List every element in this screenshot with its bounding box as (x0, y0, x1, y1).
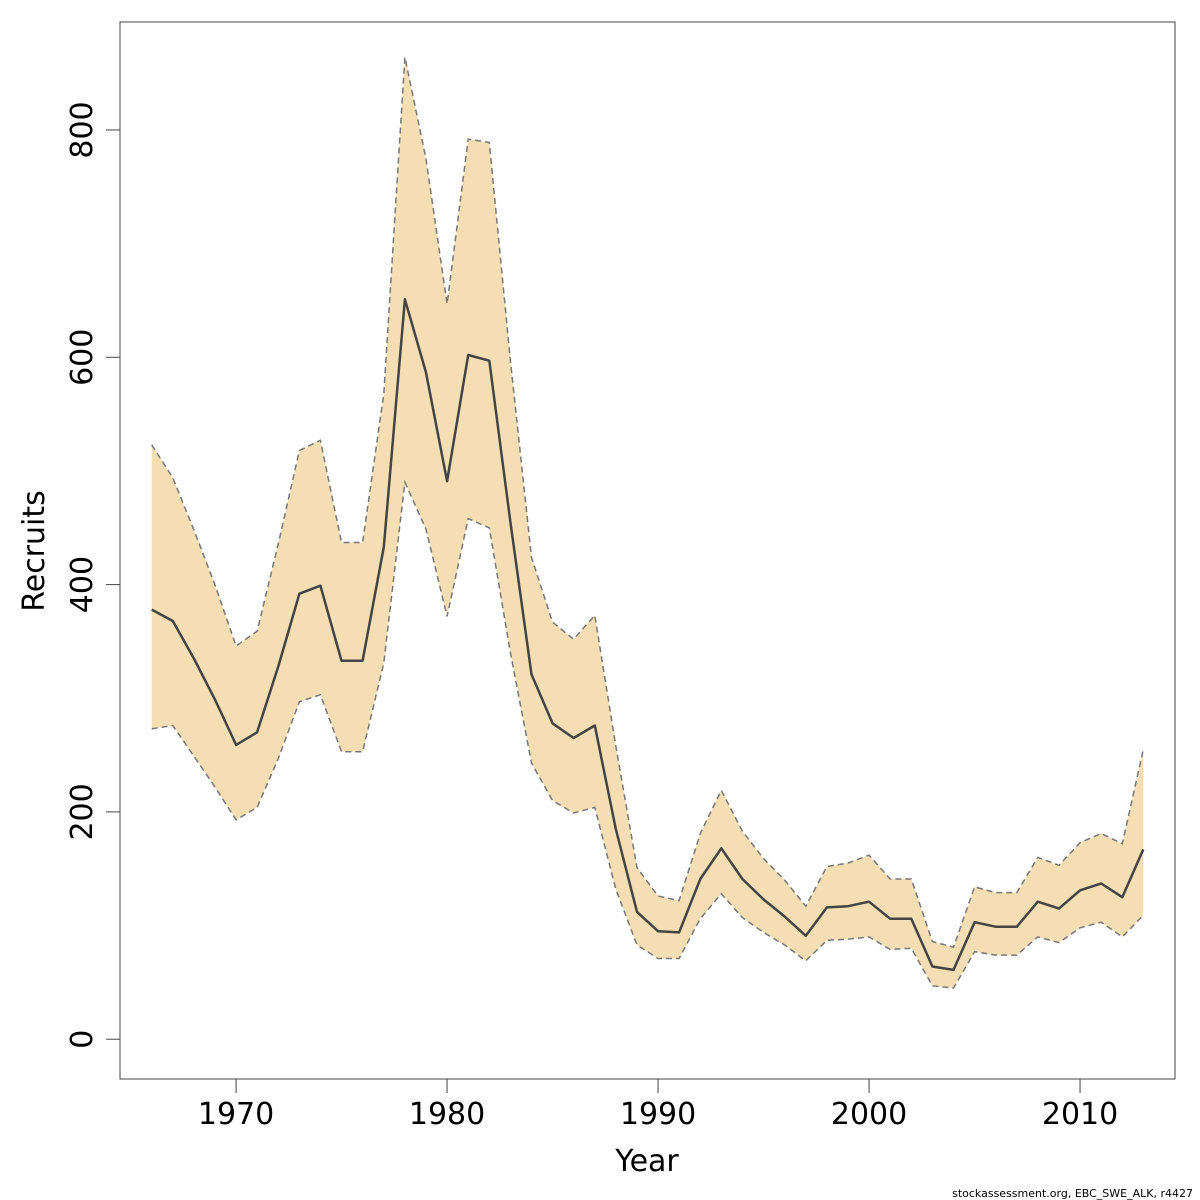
confidence-band (151, 57, 1144, 989)
estimate-line (151, 298, 1145, 972)
x-tick-label: 1970 (198, 1097, 274, 1132)
upper-bound-line (151, 57, 1145, 949)
y-tick-label: 0 (65, 1030, 100, 1049)
x-axis: 1970 1980 1990 2000 2010 (198, 1079, 1118, 1132)
plot-frame (119, 21, 1176, 1080)
x-axis-title: Year (614, 1144, 679, 1179)
x-tick-label: 1990 (620, 1097, 696, 1132)
x-tick-label: 2000 (831, 1097, 907, 1132)
y-axis-title: Recruits (17, 490, 52, 612)
upper-bound-series (151, 57, 1145, 949)
lower-bound-line (151, 479, 1144, 989)
footer-credit: stockassessment.org, EBC_SWE_ALK, r4427 (952, 1187, 1193, 1200)
y-tick-label: 200 (65, 783, 100, 840)
y-tick-label: 400 (65, 556, 100, 613)
x-tick-label: 2010 (1042, 1097, 1118, 1132)
lower-bound-series (151, 479, 1144, 989)
x-tick-label: 1980 (409, 1097, 485, 1132)
y-tick-label: 600 (65, 329, 100, 386)
y-tick-label: 800 (65, 101, 100, 158)
estimate-series (151, 298, 1145, 972)
y-axis: 0 200 400 600 800 (65, 101, 120, 1049)
confidence-band-area (151, 57, 1144, 989)
